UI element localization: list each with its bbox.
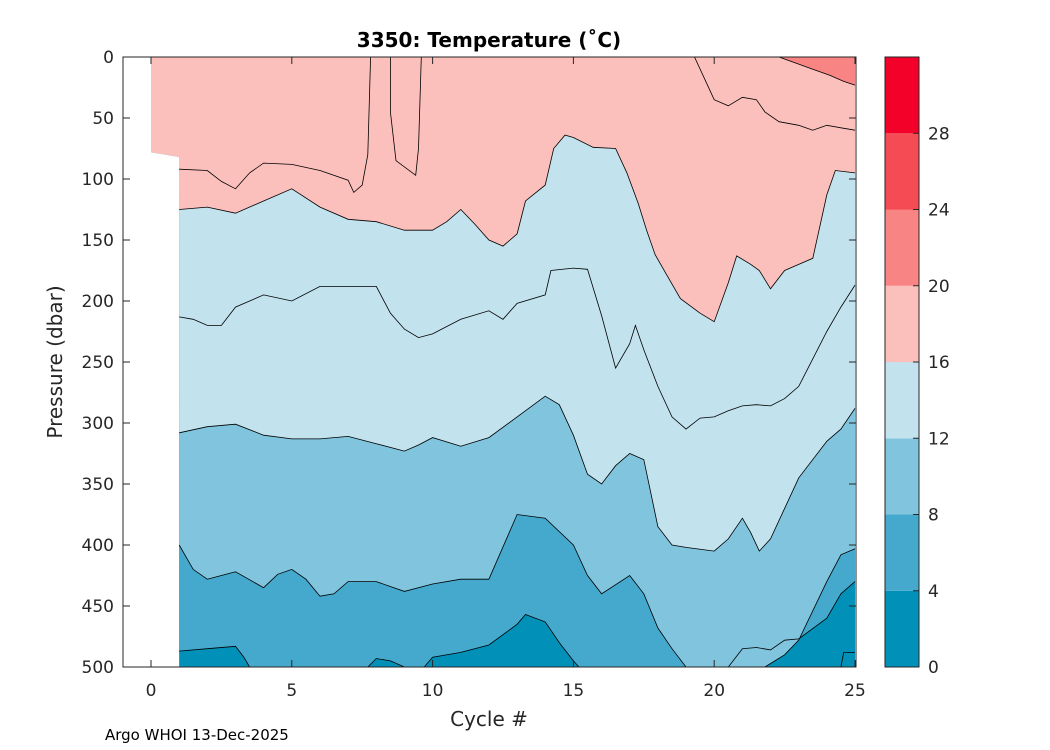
- band-20-24: [779, 57, 855, 86]
- colorbar-swatch-8-12: [885, 438, 919, 515]
- colorbar-tick-label: 28: [928, 124, 950, 144]
- colorbar-tick-label: 24: [928, 201, 950, 221]
- isotherm-12-line-5: [179, 267, 856, 430]
- colorbar-tick-label: 12: [928, 429, 950, 449]
- isotherm-16-line-1: [179, 57, 371, 194]
- colorbar-swatch-16-20: [885, 285, 919, 363]
- y-tick-label: 350: [82, 475, 114, 495]
- colorbar-swatch-4-8: [885, 514, 919, 591]
- colorbar-tick-label: 4: [928, 582, 939, 602]
- isotherm-20-line-0: [778, 57, 856, 86]
- x-tick-label: 5: [286, 681, 297, 701]
- y-tick-label: 100: [82, 170, 114, 190]
- y-tick-label: 500: [82, 658, 114, 678]
- colorbar-swatch-24-28: [885, 133, 919, 210]
- isotherm-8-line-6: [179, 395, 856, 552]
- y-tick-label: 150: [82, 231, 114, 251]
- y-tick-label: 50: [92, 109, 114, 129]
- y-tick-label: 450: [82, 597, 114, 617]
- isotherm-4-line-8: [764, 548, 856, 667]
- y-axis-title: Pressure (dbar): [43, 285, 67, 438]
- x-tick-label: 20: [703, 681, 725, 701]
- x-tick-label: 0: [146, 681, 157, 701]
- isotherm-lines: [178, 57, 856, 667]
- contour-bands: [151, 57, 855, 667]
- isotherm-16-line-2: [389, 57, 422, 177]
- isotherm-16-line-4: [694, 57, 856, 131]
- y-tick-label: 400: [82, 536, 114, 556]
- isotherm-0-line-12: [727, 581, 856, 667]
- isotherm-0-line-11: [423, 614, 580, 667]
- isotherm-0-line-10: [367, 658, 405, 667]
- x-axis: 0 5 10 15 20 25: [146, 57, 866, 701]
- x-tick-label: 15: [563, 681, 585, 701]
- isotherm-0-line-13: [840, 652, 855, 667]
- isotherm-0-line-9: [179, 645, 250, 667]
- y-axis: 0 50 100 150 200 250 300 350 400 450 500: [82, 48, 856, 678]
- colorbar-tick-label: 20: [928, 277, 950, 297]
- chart-title: 3350: Temperature (˚C): [357, 28, 621, 52]
- colorbar-swatch-12-16: [885, 362, 919, 439]
- colorbar-tick-label: 0: [928, 658, 939, 678]
- x-tick-label: 10: [422, 681, 444, 701]
- isotherm-16-line-3: [179, 134, 856, 323]
- y-tick-label: 0: [103, 48, 114, 68]
- colorbar: 0 4 8 12 16 20 24 28: [884, 56, 950, 678]
- colorbar-tick-label: 8: [928, 506, 939, 526]
- y-tick-label: 250: [82, 353, 114, 373]
- colorbar-swatch-28-32: [885, 57, 919, 134]
- y-tick-label: 200: [82, 292, 114, 312]
- footer-credit: Argo WHOI 13-Dec-2025: [105, 726, 289, 744]
- band-16-20: [151, 57, 855, 322]
- colorbar-swatch-20-24: [885, 209, 919, 286]
- isotherm-4-line-7: [178, 514, 687, 667]
- x-axis-title: Cycle #: [450, 707, 528, 731]
- colorbar-swatch-0-4: [885, 590, 919, 668]
- colorbar-tick-label: 16: [928, 353, 950, 373]
- x-tick-label: 25: [844, 681, 866, 701]
- y-tick-label: 300: [82, 414, 114, 434]
